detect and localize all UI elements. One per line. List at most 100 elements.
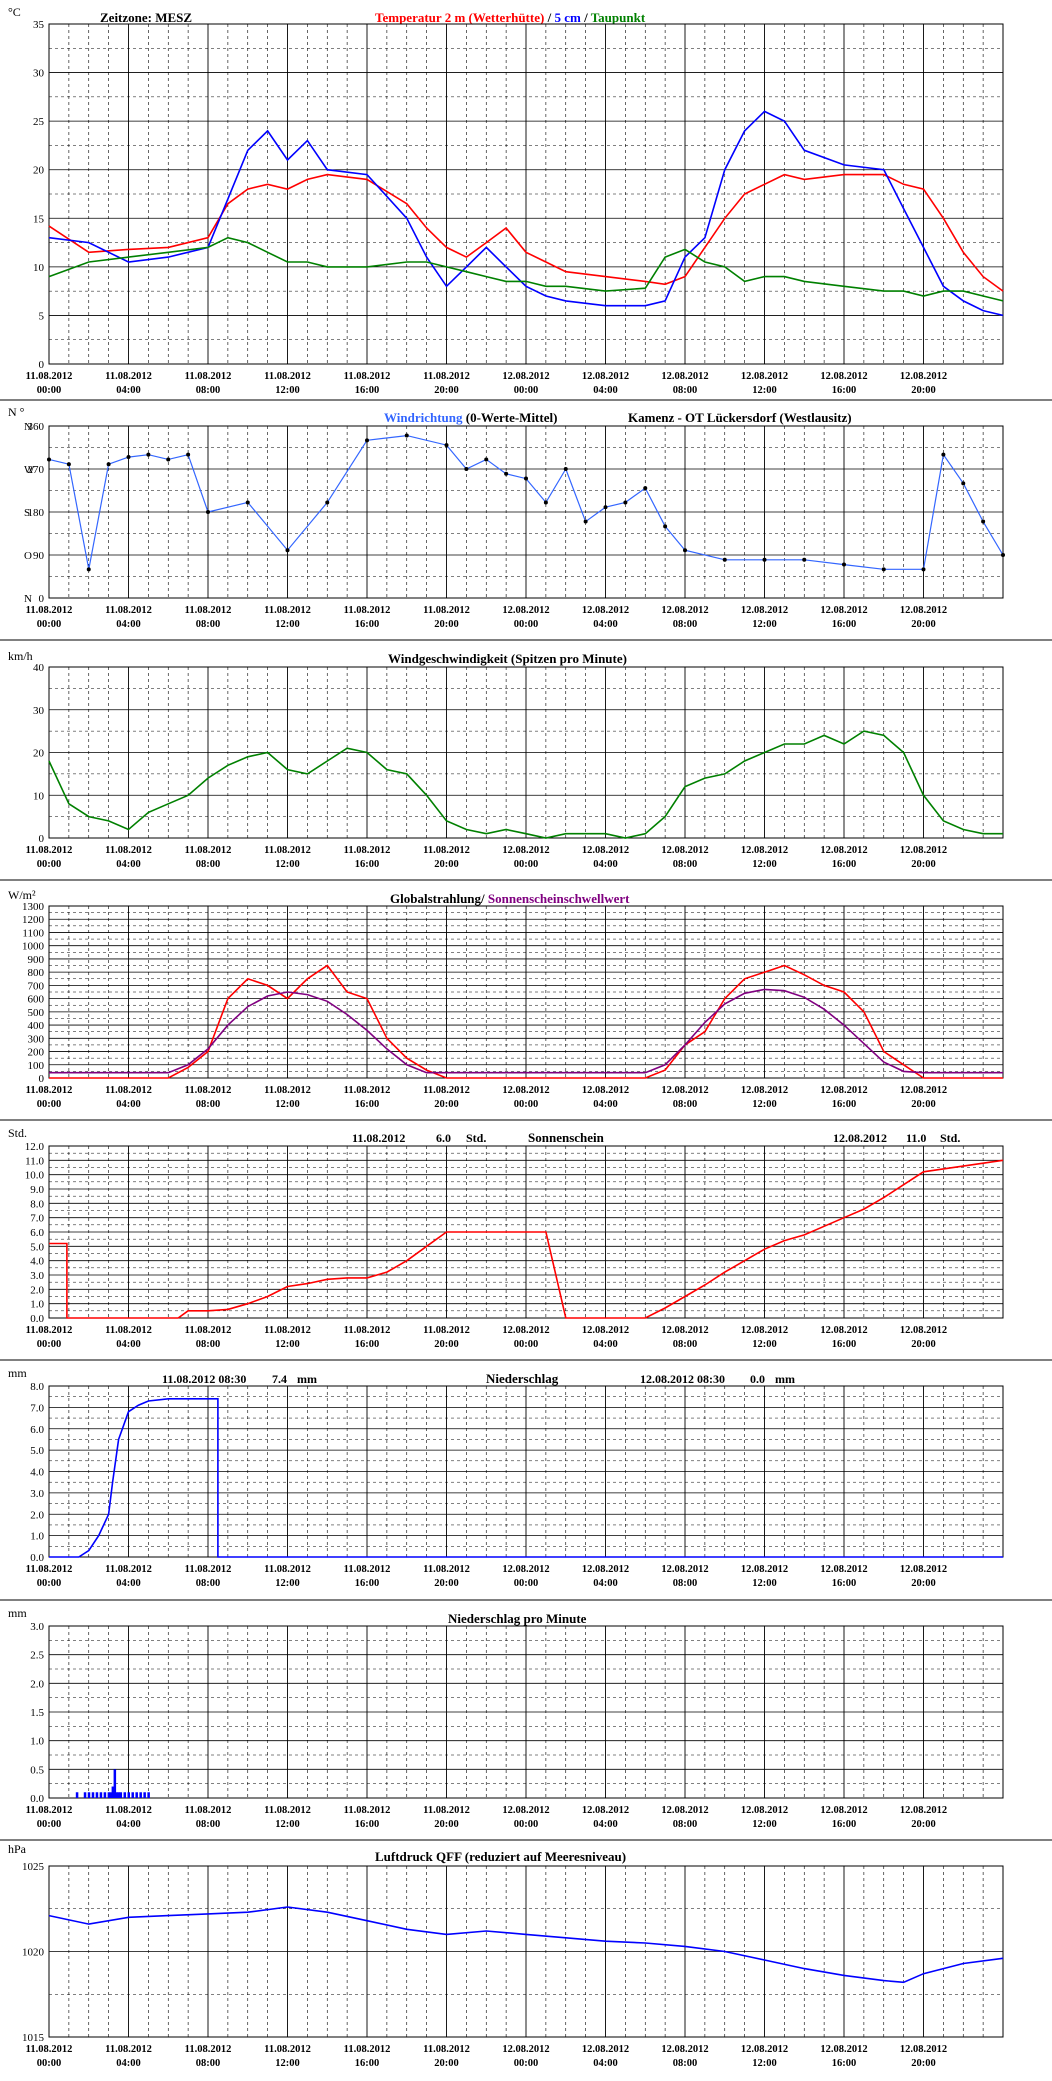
x-tick-date: 12.08.2012: [820, 605, 867, 616]
x-tick-date: 11.08.2012: [105, 605, 152, 616]
bar: [117, 1792, 121, 1798]
x-tick-time: 12:00: [752, 1099, 777, 1110]
y-tick-label: 10: [33, 790, 45, 802]
x-tick-date: 11.08.2012: [185, 1805, 232, 1816]
bar: [99, 1792, 103, 1798]
x-tick-date: 12.08.2012: [582, 605, 629, 616]
x-tick-date: 11.08.2012: [344, 1085, 391, 1096]
x-tick-time: 00:00: [37, 385, 62, 396]
series-line: [48, 1906, 1004, 1984]
x-tick-time: 08:00: [673, 619, 698, 630]
x-tick-date: 12.08.2012: [582, 1325, 629, 1336]
x-tick-time: 12:00: [275, 1099, 300, 1110]
x-tick-date: 12.08.2012: [820, 1564, 867, 1575]
x-tick-time: 04:00: [593, 1819, 618, 1830]
x-tick-time: 04:00: [593, 619, 618, 630]
data-point: [842, 562, 846, 567]
x-tick-date: 12.08.2012: [900, 371, 947, 382]
y-tick-label: 900: [28, 954, 45, 966]
y-tick-label: 1100: [22, 927, 44, 939]
x-tick-time: 20:00: [911, 859, 936, 870]
data-point: [623, 500, 628, 505]
x-tick-date: 11.08.2012: [26, 1805, 73, 1816]
y-tick-label: 4.0: [30, 1256, 44, 1268]
x-tick-date: 12.08.2012: [502, 1325, 549, 1336]
panel-precip-per-minute: mm Niederschlag pro Minute 0.0 0.5 1.0 1.5 2…: [0, 1606, 1052, 1841]
data-point: [921, 567, 926, 572]
x-tick-time: 08:00: [673, 859, 698, 870]
plot-frame: [48, 23, 1004, 365]
y-tick-label: 7.0: [30, 1402, 44, 1414]
x-tick-time: 04:00: [593, 1099, 618, 1110]
x-tick-date: 11.08.2012: [344, 1805, 391, 1816]
x-tick-time: 00:00: [514, 619, 539, 630]
y-tick-label: 1.0: [30, 1736, 44, 1748]
panel-sunshine: Std. 11.08.2012 6.0 Std. Sonnenschein 12…: [0, 1126, 1052, 1361]
data-point: [961, 481, 966, 486]
x-tick-date: 12.08.2012: [502, 605, 549, 616]
x-tick-time: 16:00: [832, 1819, 857, 1830]
x-tick-time: 04:00: [116, 1339, 141, 1350]
data-point: [166, 457, 171, 462]
data-point: [643, 486, 648, 491]
y-tick-label: 0.0: [30, 1793, 44, 1805]
x-tick-date: 11.08.2012: [185, 845, 232, 856]
x-tick-date: 11.08.2012: [26, 1564, 73, 1575]
x-tick-date: 12.08.2012: [741, 1805, 788, 1816]
y-tick-label: 10.0: [25, 1170, 45, 1182]
x-tick-time: 00:00: [37, 859, 62, 870]
x-tick-time: 08:00: [673, 1339, 698, 1350]
x-tick-date: 12.08.2012: [582, 1085, 629, 1096]
x-tick-time: 08:00: [196, 385, 221, 396]
x-tick-date: 12.08.2012: [502, 2044, 549, 2055]
x-tick-time: 08:00: [673, 1099, 698, 1110]
x-tick-date: 11.08.2012: [26, 371, 73, 382]
x-tick-time: 20:00: [434, 1578, 459, 1589]
y-tick-label: 3.0: [30, 1621, 44, 1633]
y-tick-label: 1000: [22, 941, 45, 953]
x-tick-date: 12.08.2012: [661, 2044, 708, 2055]
x-tick-date: 11.08.2012: [423, 1564, 470, 1575]
data-point: [86, 567, 91, 572]
x-tick-time: 20:00: [911, 385, 936, 396]
x-tick-time: 12:00: [275, 619, 300, 630]
unit-label: km/h: [8, 649, 33, 663]
x-tick-time: 12:00: [275, 1578, 300, 1589]
precip-day1-date: 11.08.2012 08:30: [162, 1372, 246, 1386]
y-tick-label: 5: [39, 310, 45, 322]
x-tick-time: 16:00: [832, 2058, 857, 2069]
x-tick-date: 12.08.2012: [661, 845, 708, 856]
x-tick-time: 12:00: [752, 1339, 777, 1350]
x-tick-date: 11.08.2012: [264, 605, 311, 616]
x-tick-time: 16:00: [355, 1099, 380, 1110]
panel-radiation: W/m² Globalstrahlung/ Sonnenscheinschwel…: [0, 888, 1052, 1121]
y-tick-label: 2.0: [30, 1509, 44, 1521]
y-tick-label: 1200: [22, 914, 45, 926]
x-tick-date: 12.08.2012: [582, 371, 629, 382]
bar: [113, 1769, 117, 1798]
data-point: [47, 457, 51, 462]
x-tick-date: 12.08.2012: [900, 1805, 947, 1816]
bar: [87, 1792, 91, 1798]
series-line: [48, 236, 1004, 302]
x-tick-time: 20:00: [434, 385, 459, 396]
y-tick-label: 500: [28, 1007, 45, 1019]
bar: [83, 1792, 87, 1798]
series-line: [48, 110, 1004, 317]
x-tick-time: 20:00: [911, 1578, 936, 1589]
data-point: [683, 548, 687, 553]
y-tick-label: 1015: [22, 2032, 45, 2044]
x-tick-date: 12.08.2012: [741, 371, 788, 382]
bar: [115, 1792, 119, 1798]
data-point: [484, 457, 489, 462]
x-tick-time: 08:00: [673, 2058, 698, 2069]
x-tick-date: 11.08.2012: [423, 845, 470, 856]
x-tick-time: 16:00: [832, 1578, 857, 1589]
x-tick-time: 12:00: [752, 1819, 777, 1830]
bar: [147, 1792, 150, 1798]
x-tick-time: 04:00: [593, 1578, 618, 1589]
y-tick-label: 20: [33, 165, 45, 177]
sunshine-day2-value: 11.0: [906, 1131, 926, 1145]
x-tick-date: 12.08.2012: [741, 845, 788, 856]
x-tick-date: 12.08.2012: [820, 1325, 867, 1336]
